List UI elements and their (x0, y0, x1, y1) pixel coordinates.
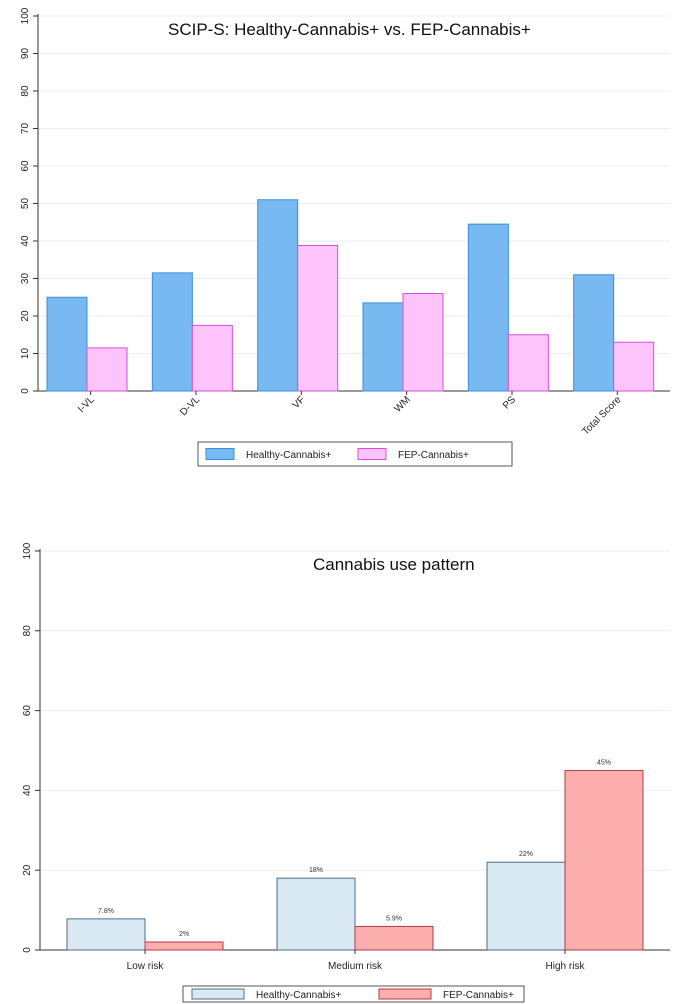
y-tick-label: 0 (22, 947, 33, 953)
legend-label: FEP-Cannabis+ (443, 990, 514, 1001)
data-label: 22% (519, 851, 533, 858)
legend-label: FEP-Cannabis+ (398, 450, 469, 461)
bar (297, 245, 339, 392)
y-tick-label: 100 (22, 542, 33, 559)
y-tick-label: 20 (20, 310, 31, 322)
bar (467, 223, 509, 392)
y-tick-label: 80 (20, 85, 31, 97)
y-tick-label: 40 (22, 784, 33, 796)
data-label: 2% (179, 931, 189, 938)
x-tick-label: Medium risk (328, 961, 383, 972)
bar (151, 272, 193, 392)
legend-swatch (378, 988, 432, 1000)
y-tick-label: 50 (20, 198, 31, 210)
x-tick-label: PS (501, 394, 518, 411)
chart-2-title: Cannabis use pattern (313, 555, 475, 574)
legend-swatch (191, 988, 245, 1000)
y-tick-label: 0 (20, 388, 31, 394)
bar (354, 925, 434, 951)
bar (613, 341, 655, 392)
bar (276, 877, 356, 951)
legend-label: Healthy-Cannabis+ (246, 450, 331, 461)
bar (191, 324, 233, 392)
x-tick-label: VF (291, 394, 308, 411)
bar (402, 293, 444, 392)
bar (507, 334, 549, 392)
bar (362, 302, 404, 392)
data-label: 5.9% (386, 915, 402, 922)
y-tick-label: 60 (22, 705, 33, 717)
y-tick-label: 60 (20, 160, 31, 172)
scip-s-chart: 0 10 20 30 40 50 60 70 80 90 100 I-VL D-VL VF WM PS Tota… (20, 7, 670, 467)
legend-box (182, 985, 525, 1003)
y-tick-label: 10 (20, 348, 31, 360)
data-label: 7.8% (98, 908, 114, 915)
y-tick-label: 40 (20, 235, 31, 247)
x-tick-label: High risk (546, 961, 586, 972)
x-tick-label: WM (392, 394, 412, 414)
legend-swatch (357, 448, 387, 460)
bar (486, 861, 566, 951)
x-tick-label: D-VL (178, 394, 202, 418)
bar (66, 918, 146, 951)
data-label: 45% (597, 759, 611, 766)
legend-swatch (205, 448, 235, 460)
legend-box (197, 441, 513, 467)
bar (257, 199, 299, 392)
y-tick-label: 90 (20, 48, 31, 60)
x-tick-label: Total Score (580, 394, 623, 437)
chart-1-title: SCIP-S: Healthy-Cannabis+ vs. FEP-Cannab… (168, 20, 531, 39)
y-tick-label: 80 (22, 625, 33, 637)
bar (573, 274, 615, 392)
bar (144, 941, 224, 951)
cannabis-use-chart: 0 20 40 60 80 100 7.8% 18% 22% 2% 5.9% 45% Low risk M… (22, 542, 670, 1003)
y-tick-label: 30 (20, 273, 31, 285)
bar (86, 347, 128, 392)
x-tick-label: I-VL (76, 394, 97, 415)
data-label: 18% (309, 867, 323, 874)
x-tick-label: Low risk (127, 961, 165, 972)
y-tick-label: 20 (22, 864, 33, 876)
legend-label: Healthy-Cannabis+ (256, 990, 341, 1001)
bar (564, 769, 644, 951)
y-tick-label: 70 (20, 123, 31, 135)
bar (46, 296, 88, 392)
y-tick-label: 100 (20, 7, 31, 24)
